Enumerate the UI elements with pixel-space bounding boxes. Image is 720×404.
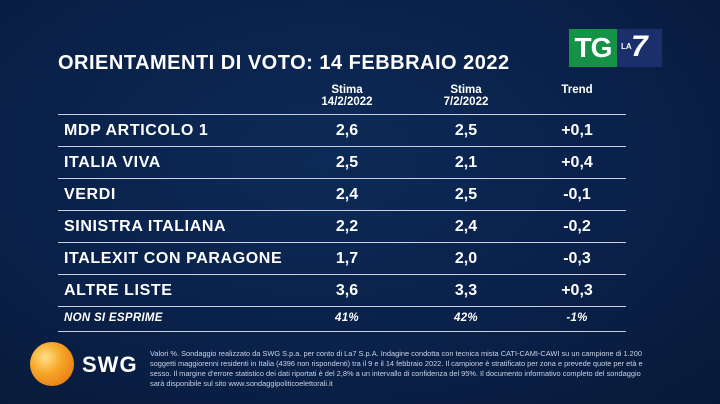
- value-stima-7-2: 2,1: [454, 154, 478, 171]
- row-label: ITALIA VIVA: [64, 154, 161, 171]
- value-trend: +0,4: [561, 154, 593, 171]
- table-row: VERDI 2,4 2,5 -0,1: [58, 178, 626, 210]
- value-stima-14-2: 2,4: [335, 186, 359, 203]
- value-stima-7-2: 3,3: [454, 282, 478, 299]
- row-label: ITALEXIT CON PARAGONE: [64, 250, 283, 267]
- value-trend: -0,3: [563, 250, 591, 267]
- value-trend: -0,1: [563, 186, 591, 203]
- table-row: ITALIA VIVA 2,5 2,1 +0,4: [58, 146, 626, 178]
- la7-logo-seven: 7: [631, 30, 648, 63]
- col-header-stima-7-2: Stima 7/2/2022: [436, 84, 496, 108]
- value-trend: -0,2: [563, 218, 591, 235]
- methodology-note: Valori %. Sondaggio realizzato da SWG S.…: [150, 349, 643, 388]
- value-stima-7-2: 42%: [454, 312, 478, 324]
- value-stima-7-2: 2,5: [454, 122, 478, 139]
- value-stima-7-2: 2,0: [454, 250, 478, 267]
- la7-logo-la: LA: [621, 42, 632, 51]
- value-stima-14-2: 2,6: [335, 122, 359, 139]
- row-label: NON SI ESPRIME: [64, 312, 163, 324]
- value-stima-14-2: 2,2: [335, 218, 359, 235]
- row-label: ALTRE LISTE: [64, 282, 173, 299]
- col-header-stima-14-2: Stima 14/2/2022: [317, 84, 377, 108]
- value-trend: -1%: [566, 312, 588, 324]
- swg-logo: SWG: [30, 342, 150, 386]
- table-row: SINISTRA ITALIANA 2,2 2,4 -0,2: [58, 210, 626, 242]
- value-stima-14-2: 2,5: [335, 154, 359, 171]
- col-header-line1: Trend: [561, 84, 593, 96]
- tg-logo-text: TG: [569, 29, 617, 67]
- value-stima-7-2: 2,4: [454, 218, 478, 235]
- col-header-line2: 7/2/2022: [443, 96, 489, 108]
- table-header: Stima 14/2/2022 Stima 7/2/2022 Trend: [58, 84, 626, 114]
- col-header-line1: Stima: [331, 84, 363, 96]
- row-label: SINISTRA ITALIANA: [64, 218, 227, 235]
- value-stima-14-2: 3,6: [335, 282, 359, 299]
- chart-title: ORIENTAMENTI DI VOTO: 14 FEBBRAIO 2022: [58, 52, 510, 74]
- table-row: ALTRE LISTE 3,6 3,3 +0,3: [58, 274, 626, 306]
- table-row: ITALEXIT CON PARAGONE 1,7 2,0 -0,3: [58, 242, 626, 274]
- table-row: MDP ARTICOLO 1 2,6 2,5 +0,1: [58, 114, 626, 146]
- value-stima-14-2: 1,7: [335, 250, 359, 267]
- value-stima-7-2: 2,5: [454, 186, 478, 203]
- col-header-trend: Trend: [547, 84, 607, 96]
- tg-la7-logo: TG LA 7: [569, 29, 662, 67]
- swg-globe-icon: [30, 342, 74, 386]
- row-label: VERDI: [64, 186, 116, 203]
- swg-logo-text: SWG: [82, 352, 138, 377]
- poll-table: Stima 14/2/2022 Stima 7/2/2022 Trend MDP…: [58, 84, 626, 332]
- value-trend: +0,3: [561, 282, 593, 299]
- value-trend: +0,1: [561, 122, 593, 139]
- table-row: NON SI ESPRIME 41% 42% -1%: [58, 306, 626, 332]
- col-header-line1: Stima: [450, 84, 482, 96]
- value-stima-14-2: 41%: [335, 312, 359, 324]
- col-header-line2: 14/2/2022: [321, 96, 373, 108]
- la7-logo: LA 7: [617, 29, 662, 67]
- row-label: MDP ARTICOLO 1: [64, 122, 209, 139]
